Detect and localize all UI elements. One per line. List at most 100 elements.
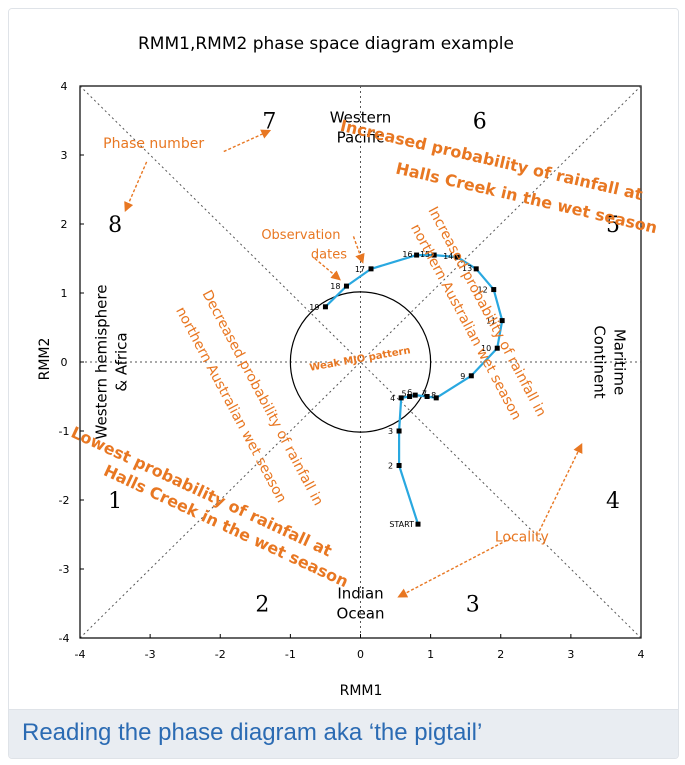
x-tick-label: 0 (357, 648, 364, 661)
trajectory-point (398, 395, 404, 401)
trajectory-point-label: 18 (330, 282, 340, 291)
caption-bar: Reading the phase diagram aka ‘the pigta… (9, 709, 678, 758)
trajectory-point (433, 395, 439, 401)
annotation-text: Observation (261, 228, 340, 243)
annotation-arrow (124, 161, 148, 212)
phase-diagram-figure: RMM1,RMM2 phase space diagram example -4… (9, 9, 678, 711)
trajectory-point (407, 394, 413, 399)
trajectory-point (494, 345, 500, 351)
x-tick-label: 3 (567, 648, 574, 661)
trajectory-point-label: 4 (390, 394, 395, 403)
annotation-text: Phase number (103, 136, 204, 152)
annotation-arrow (352, 236, 365, 264)
trajectory-point-label: 13 (462, 264, 472, 273)
y-tick-label: -1 (59, 425, 70, 438)
diagonal-line (79, 85, 642, 639)
region-label: Indian Ocean (337, 585, 385, 623)
chart-title: RMM1,RMM2 phase space diagram example (138, 34, 514, 54)
annotation-text: Weak MJO pattern (309, 345, 412, 374)
region-label: Western hemisphere & Africa (93, 285, 131, 440)
phase-number: 2 (255, 593, 269, 618)
trajectory-point-label: 14 (443, 252, 453, 261)
y-tick-label: -2 (59, 494, 70, 507)
trajectory-point-label: 19 (309, 303, 319, 312)
diagonal-line (79, 85, 642, 639)
trajectory-point-label: 15 (420, 250, 430, 259)
y-tick-label: -4 (59, 632, 70, 645)
figure-caption: Reading the phase diagram aka ‘the pigta… (22, 719, 483, 746)
x-tick-label: 4 (638, 648, 645, 661)
trajectory-point (431, 252, 437, 258)
trajectory-point (424, 394, 430, 399)
trajectory-point-label: START (389, 520, 414, 529)
annotation-text: Locality (495, 529, 549, 545)
region-label-line: Maritime (610, 329, 628, 395)
phase-space-chart: RMM1,RMM2 phase space diagram example -4… (37, 34, 659, 699)
region-label: Western Pacific (330, 108, 392, 146)
trajectory-point (473, 266, 479, 272)
annotation-text: dates (311, 248, 347, 263)
region-label-line: Indian (337, 585, 383, 603)
trajectory-point (412, 392, 418, 398)
weak-mjo-circle (289, 291, 432, 433)
x-tick-label: -3 (145, 648, 156, 661)
trajectory-point-label: 17 (355, 265, 365, 274)
phase-number: 8 (108, 213, 122, 238)
trajectory-point (454, 254, 460, 260)
trajectory-point (499, 318, 505, 324)
trajectory-point-label: 3 (388, 427, 393, 436)
phase-number: 7 (262, 110, 276, 135)
x-tick-label: 2 (497, 648, 504, 661)
y-tick-label: 2 (61, 218, 68, 231)
x-tick-label: -1 (285, 648, 296, 661)
x-tick-label: -2 (215, 648, 226, 661)
trajectory-point-label: 11 (486, 317, 496, 326)
y-tick-label: 3 (61, 149, 68, 162)
y-tick-label: 4 (61, 80, 68, 93)
region-label-line: Pacific (337, 128, 385, 146)
region-label-line: Western hemisphere (93, 285, 111, 440)
figure-card: RMM1,RMM2 phase space diagram example -4… (8, 8, 679, 759)
trajectory-point-label: 16 (402, 250, 412, 259)
trajectory-point-label: 6 (407, 388, 412, 397)
region-label-line: Ocean (337, 605, 385, 623)
x-tick-label: 1 (427, 648, 434, 661)
trajectory-point (414, 252, 420, 258)
phase-number: 5 (606, 213, 620, 238)
y-tick-label: 0 (61, 356, 68, 369)
phase-number: 1 (108, 489, 122, 514)
trajectory-point (415, 521, 421, 527)
phase-number: 6 (473, 110, 487, 135)
y-axis-label: RMM2 (37, 338, 53, 381)
trajectory-point (396, 463, 402, 468)
plot-data-layer: 12 345678WesternPacificIndianOceanWestern… (68, 108, 659, 622)
trajectory-point-label: 7 (422, 390, 427, 399)
trajectory-point-label: 9 (460, 372, 465, 381)
annotation-arrow (314, 257, 341, 281)
trajectory-point (368, 266, 374, 272)
annotation-arrow (538, 443, 583, 532)
region-label-line: & Africa (113, 332, 131, 391)
trajectory-point (491, 287, 497, 293)
trajectory-point (396, 428, 402, 434)
annotation-arrow (397, 537, 512, 598)
phase-number: 4 (606, 489, 620, 514)
trajectory-point-label: 10 (481, 344, 491, 353)
trajectory-point (322, 304, 328, 310)
trajectory-point-label: 12 (478, 286, 488, 295)
annotation-text: Increased probability of rainfall in (424, 204, 549, 419)
trajectory-point (343, 283, 349, 289)
y-tick-label: -3 (59, 563, 70, 576)
annotation-arrow (223, 129, 272, 153)
y-tick-label: 1 (61, 287, 68, 300)
trajectory-point-label: 5 (401, 390, 406, 399)
x-axis-label: RMM1 (340, 683, 383, 699)
region-label-line: Western (330, 108, 392, 126)
region-label-line: Continent (590, 325, 608, 398)
phase-number: 3 (466, 593, 480, 618)
x-tick-label: -4 (75, 648, 86, 661)
trajectory-point-label: 8 (431, 391, 436, 400)
trajectory-point (468, 373, 474, 379)
